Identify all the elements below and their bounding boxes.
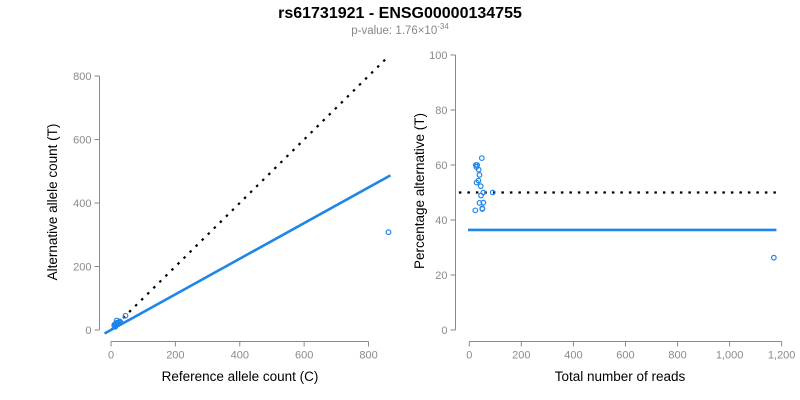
allele-counts-data-point bbox=[385, 229, 392, 236]
pvalue-exponent: -34 bbox=[437, 22, 449, 32]
percentage-alternative-x-tick-label: 400 bbox=[564, 350, 582, 362]
percentage-alternative-data-point bbox=[473, 179, 480, 186]
percentage-alternative-y-tick-label: 100 bbox=[429, 50, 447, 62]
percentage-alternative-x-tick-label: 600 bbox=[616, 350, 634, 362]
allele-counts-identity-line bbox=[110, 57, 387, 331]
allele-counts-x-tick-label: 400 bbox=[231, 350, 249, 362]
percentage-alternative-data-point bbox=[478, 192, 484, 199]
allele-counts-y-tick-label: 200 bbox=[73, 262, 91, 274]
percentage-alternative-data-point bbox=[476, 171, 483, 178]
allele-counts-x-tick-label: 200 bbox=[166, 350, 184, 362]
percentage-alternative-y-tick-label: 40 bbox=[435, 215, 447, 227]
allele-counts-y-axis-title: Alternative allele count (T) bbox=[45, 124, 60, 281]
allele-counts-y-tick-label: 800 bbox=[73, 71, 91, 83]
allele-counts-regression-line bbox=[103, 174, 392, 335]
percentage-alternative-x-tick-label: 200 bbox=[512, 350, 530, 362]
allele-counts-y-tick-label: 600 bbox=[73, 135, 91, 147]
percentage-alternative-x-tick-label: 0 bbox=[466, 350, 472, 362]
percentage-alternative-data-point bbox=[479, 205, 486, 212]
allele-counts-x-tick-label: 800 bbox=[359, 350, 377, 362]
percentage-alternative-x-tick-label: 800 bbox=[668, 350, 686, 362]
percentage-alternative-y-tick-label: 60 bbox=[435, 160, 447, 172]
allele-counts-data-point bbox=[117, 320, 123, 326]
allele-counts-x-tick-label: 600 bbox=[295, 350, 313, 362]
percentage-alternative-data-point bbox=[475, 166, 482, 173]
percentage-alternative-y-tick-label: 0 bbox=[441, 325, 447, 337]
allele-counts-y-tick-label: 400 bbox=[73, 198, 91, 210]
pvalue-label: p-value: 1.76×10 bbox=[351, 25, 438, 37]
percentage-alternative-x-tick-label: 1,000 bbox=[716, 350, 744, 362]
allele-counts-data-point bbox=[112, 323, 119, 330]
percentage-alternative-y-axis-title: Percentage alternative (T) bbox=[412, 113, 427, 269]
allele-counts-x-axis-title: Reference allele count (C) bbox=[162, 369, 319, 384]
allele-counts-x-tick-label: 0 bbox=[108, 350, 114, 362]
allele-counts-y-tick-label: 0 bbox=[85, 325, 91, 337]
percentage-alternative-y-tick-label: 80 bbox=[435, 105, 447, 117]
percentage-alternative-data-point bbox=[478, 155, 485, 162]
percentage-alternative-data-point bbox=[476, 200, 483, 206]
percentage-alternative-data-point bbox=[477, 183, 484, 190]
percentage-alternative-data-point bbox=[480, 199, 487, 206]
allele-counts-data-point bbox=[122, 312, 129, 319]
percentage-alternative-y-tick-label: 20 bbox=[435, 270, 447, 282]
percentage-alternative-data-point bbox=[472, 207, 479, 214]
percentage-alternative-x-axis-title: Total number of reads bbox=[555, 369, 686, 384]
figure-title: rs61731921 - ENSG00000134755 bbox=[278, 5, 522, 22]
percentage-alternative-data-point bbox=[489, 189, 496, 196]
percentage-alternative-data-point bbox=[770, 254, 777, 261]
percentage-alternative-x-tick-label: 1,200 bbox=[768, 350, 796, 362]
figure-subtitle: p-value: 1.76×10-34 bbox=[0, 22, 800, 37]
